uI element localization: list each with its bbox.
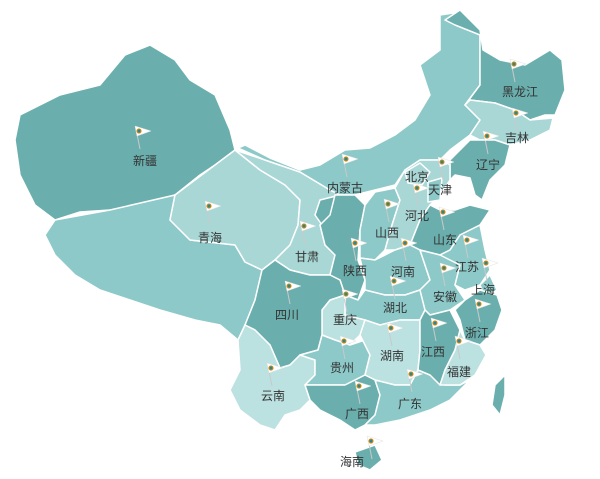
- province-label: 广东: [398, 397, 422, 411]
- province-label: 云南: [261, 388, 285, 403]
- pennant-flag-icon[interactable]: [400, 237, 418, 262]
- province-label: 江西: [421, 345, 445, 359]
- pennant-flag-icon[interactable]: [438, 206, 456, 231]
- province-label: 四川: [275, 308, 299, 322]
- pennant-flag-icon[interactable]: [462, 234, 480, 259]
- province-region[interactable]: [439, 329, 487, 386]
- province-label: 广西: [345, 407, 369, 421]
- province-label: 贵州: [330, 361, 354, 375]
- province-label: 山东: [433, 233, 457, 247]
- province-label: 北京: [405, 170, 429, 184]
- province-label: 福建: [447, 364, 471, 379]
- pennant-flag-icon[interactable]: [134, 125, 152, 150]
- pennant-flag-icon[interactable]: [341, 288, 359, 313]
- pennant-flag-icon[interactable]: [430, 317, 448, 342]
- province-label: 湖北: [383, 300, 407, 315]
- province-label: 海南: [340, 454, 364, 469]
- pennant-flag-icon[interactable]: [204, 200, 222, 225]
- pennant-flag-icon[interactable]: [454, 335, 472, 360]
- province-label: 山西: [375, 226, 399, 240]
- pennant-flag-icon[interactable]: [299, 220, 317, 245]
- province-region[interactable]: [364, 369, 471, 426]
- pennant-flag-icon[interactable]: [481, 257, 499, 282]
- province-shapes: [14, 9, 566, 471]
- pennant-flag-icon[interactable]: [509, 58, 527, 83]
- province-region[interactable]: [449, 139, 511, 201]
- province-label: 浙江: [465, 326, 489, 340]
- pennant-flag-icon[interactable]: [354, 380, 372, 405]
- province-region[interactable]: [427, 177, 443, 203]
- province-label: 上海: [471, 282, 495, 297]
- province-label: 黑龙江: [502, 85, 538, 99]
- province-label: 青海: [198, 230, 222, 245]
- province-flags: [134, 58, 529, 460]
- province-label: 安徽: [433, 289, 457, 304]
- province-label: 河北: [405, 209, 429, 223]
- pennant-flag-icon[interactable]: [341, 153, 359, 178]
- province-label: 重庆: [333, 313, 357, 327]
- pennant-flag-icon[interactable]: [474, 298, 492, 323]
- pennant-flag-icon[interactable]: [350, 237, 368, 262]
- province-label: 新疆: [133, 153, 157, 168]
- province-label: 内蒙古: [327, 180, 363, 195]
- province-label: 陕西: [343, 263, 367, 278]
- pennant-flag-icon[interactable]: [482, 130, 500, 155]
- province-label: 河南: [391, 264, 415, 279]
- province-region[interactable]: [439, 224, 491, 291]
- pennant-flag-icon[interactable]: [406, 368, 424, 393]
- pennant-flag-icon[interactable]: [389, 275, 407, 300]
- province-label: 天津: [428, 183, 452, 197]
- pennant-flag-icon[interactable]: [511, 107, 529, 132]
- pennant-flag-icon[interactable]: [383, 198, 401, 223]
- pennant-flag-icon[interactable]: [437, 156, 455, 181]
- pennant-flag-icon[interactable]: [412, 182, 430, 207]
- province-region[interactable]: [354, 444, 383, 471]
- pennant-flag-icon[interactable]: [439, 262, 457, 287]
- province-region[interactable]: [491, 374, 506, 416]
- pennant-flag-icon[interactable]: [266, 362, 284, 387]
- pennant-flag-icon[interactable]: [366, 435, 384, 460]
- province-region[interactable]: [404, 162, 431, 186]
- province-label: 辽宁: [476, 157, 500, 172]
- province-label: 甘肃: [295, 250, 319, 264]
- province-label: 江苏: [455, 260, 479, 274]
- province-label: 湖南: [380, 348, 404, 363]
- pennant-flag-icon[interactable]: [339, 335, 357, 360]
- pennant-flag-icon[interactable]: [386, 322, 404, 347]
- province-region[interactable]: [444, 9, 566, 121]
- province-label: 吉林: [505, 131, 529, 145]
- pennant-flag-icon[interactable]: [284, 280, 302, 305]
